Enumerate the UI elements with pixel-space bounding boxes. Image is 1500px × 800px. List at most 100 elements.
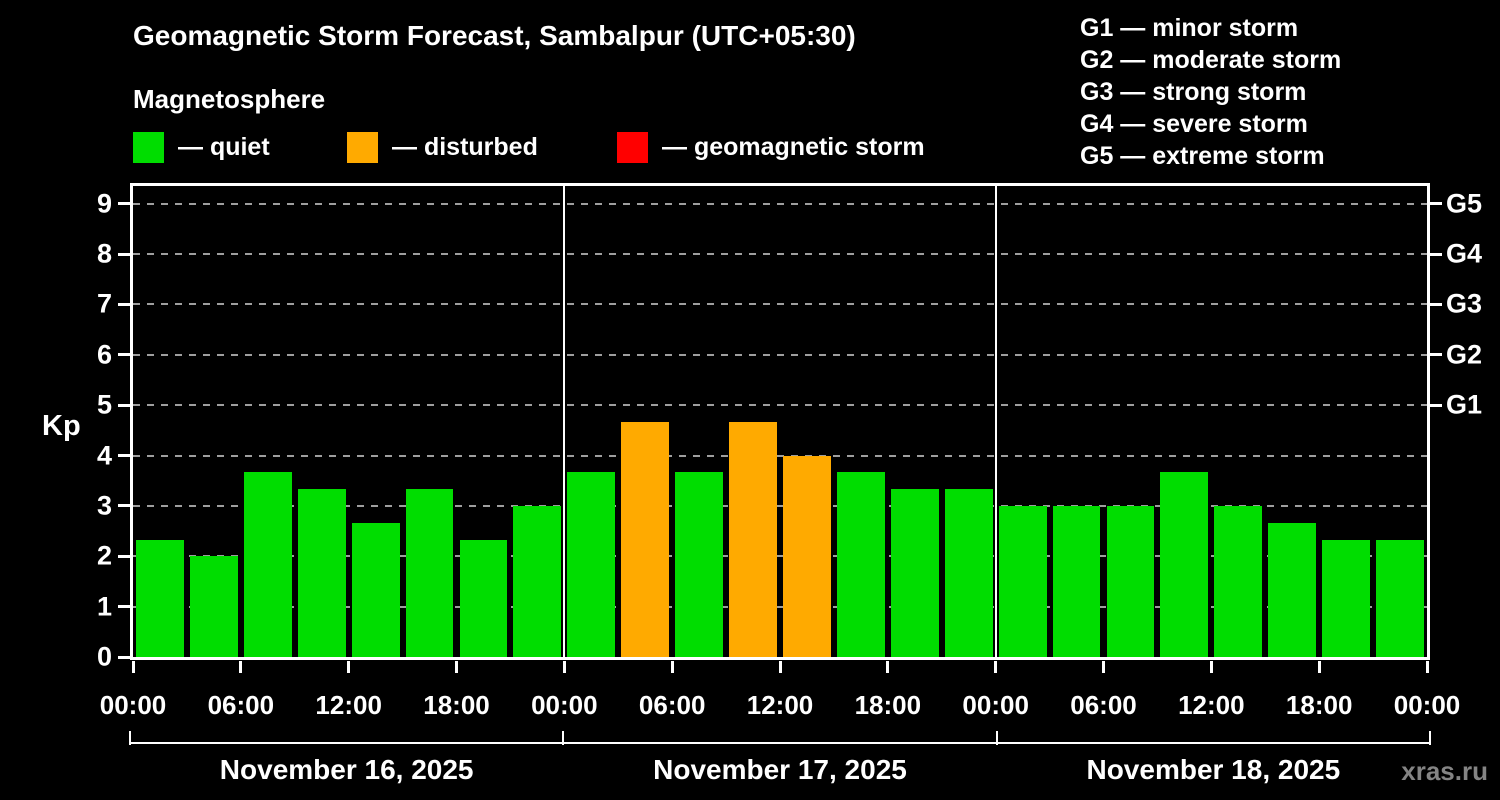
kp-gridline xyxy=(133,555,1427,558)
kp-bar xyxy=(783,455,831,657)
x-tick-label: 18:00 xyxy=(423,690,490,720)
magnetosphere-label: Magnetosphere xyxy=(133,84,326,114)
x-tick-label: 00:00 xyxy=(1393,690,1461,720)
x-axis-tick xyxy=(778,661,782,673)
right-axis-tick xyxy=(1430,302,1442,306)
kp-gridline xyxy=(133,303,1427,306)
g4-legend-line: G4 — severe storm xyxy=(1080,110,1308,138)
x-tick-label: 12:00 xyxy=(746,690,814,720)
date-axis: November 16, 2025 November 17, 2025 Novemb… xyxy=(129,731,1431,792)
legend-item-storm: — geomagnetic storm xyxy=(617,131,925,163)
quiet-color-swatch xyxy=(133,131,164,163)
g5-legend-line: G5 — extreme storm xyxy=(1080,142,1325,170)
page-title: Geomagnetic Storm Forecast, Sambalpur (U… xyxy=(133,20,856,51)
kp-bar xyxy=(1268,522,1317,657)
x-axis-tick xyxy=(1209,661,1213,673)
g-tick-label: G2 xyxy=(1446,339,1483,370)
kp-bar xyxy=(1322,539,1371,657)
kp-bar xyxy=(836,472,885,657)
y-tick-label: 6 xyxy=(96,339,112,370)
y-axis-tick xyxy=(118,353,130,357)
kp-bar xyxy=(1052,505,1101,657)
kp-bar xyxy=(1106,505,1155,657)
storm-color-swatch xyxy=(617,131,648,163)
g3-legend-line: G3 — strong storm xyxy=(1080,78,1307,106)
y-tick-label: 7 xyxy=(96,288,112,319)
x-axis-tick xyxy=(562,661,566,673)
plot-area xyxy=(118,183,1442,673)
kp-bar xyxy=(297,489,346,657)
y-axis-tick xyxy=(118,554,130,558)
y-axis-tick xyxy=(118,605,130,609)
x-tick-label: 06:00 xyxy=(207,690,275,720)
date-axis-tick xyxy=(995,731,998,745)
y-tick-label: 0 xyxy=(96,641,112,672)
disturbed-label: — disturbed xyxy=(392,132,538,161)
quiet-label: — quiet xyxy=(178,132,270,161)
y-tick-label: 3 xyxy=(96,490,112,521)
watermark: xras.ru xyxy=(1401,756,1488,786)
x-axis-labels: 00:00 06:00 12:00 18:00 00:00 06:00 12:00 18:00… xyxy=(100,690,1461,722)
date-label: November 18, 2025 xyxy=(1086,754,1341,785)
x-tick-label: 00:00 xyxy=(531,690,598,720)
x-tick-label: 18:00 xyxy=(854,690,922,720)
disturbed-color-swatch xyxy=(347,131,378,163)
y-tick-label: 8 xyxy=(96,238,112,269)
g-tick-label: G4 xyxy=(1446,238,1483,269)
y-axis-tick xyxy=(118,655,130,659)
legend-item-disturbed: — disturbed xyxy=(347,131,538,163)
x-tick-label: 12:00 xyxy=(1178,690,1245,720)
y-axis-title: Kp xyxy=(42,410,81,442)
y-tick-label: 5 xyxy=(96,389,112,420)
x-axis-tick xyxy=(1102,661,1105,673)
y-tick-label: 1 xyxy=(96,591,112,622)
x-axis-tick xyxy=(347,661,351,673)
kp-bar xyxy=(351,522,400,657)
g2-legend-line: G2 — moderate storm xyxy=(1080,46,1342,74)
kp-bar xyxy=(1160,472,1209,657)
kp-gridline xyxy=(133,353,1427,356)
date-axis-tick xyxy=(129,731,131,745)
kp-gridline xyxy=(133,404,1427,407)
kp-bar xyxy=(1214,505,1263,657)
g1-legend-line: G1 — minor storm xyxy=(1080,14,1299,42)
y-axis-tick xyxy=(118,252,130,256)
legend-item-quiet: — quiet xyxy=(133,131,270,163)
kp-bar xyxy=(998,505,1047,657)
date-axis-line xyxy=(130,742,1430,744)
kp-bar xyxy=(890,489,939,657)
right-axis-tick xyxy=(1430,202,1442,206)
kp-gridline xyxy=(133,605,1427,608)
right-axis-tick xyxy=(1430,403,1442,407)
x-axis-tick xyxy=(455,661,458,673)
right-axis-tick xyxy=(1430,252,1442,256)
g-tick-label: G3 xyxy=(1446,288,1483,319)
day-separator-line xyxy=(994,186,997,657)
kp-bar xyxy=(136,539,184,657)
date-label: November 17, 2025 xyxy=(653,754,907,785)
x-axis-tick xyxy=(670,661,674,673)
y-tick-label: 4 xyxy=(96,440,112,470)
x-axis-tick xyxy=(239,661,243,673)
storm-label: — geomagnetic storm xyxy=(662,132,925,161)
kp-bar xyxy=(513,505,562,657)
kp-bar xyxy=(243,472,292,657)
y-axis-tick xyxy=(118,454,130,458)
kp-gridline xyxy=(133,202,1427,205)
day-separator-line xyxy=(563,186,566,657)
kp-bar xyxy=(944,489,993,657)
kp-bar xyxy=(189,556,238,657)
kp-bar xyxy=(1376,539,1424,657)
x-axis-tick xyxy=(1425,661,1429,673)
x-tick-label: 00:00 xyxy=(962,690,1029,720)
right-axis-tick xyxy=(1430,353,1442,357)
y-axis-labels: 0 1 2 3 4 5 6 7 8 9 xyxy=(28,186,112,671)
x-tick-label: 00:00 xyxy=(99,690,167,720)
x-axis-tick xyxy=(1317,661,1321,673)
kp-bar xyxy=(729,421,777,657)
date-axis-tick xyxy=(562,731,565,745)
x-tick-label: 06:00 xyxy=(638,690,706,720)
x-tick-label: 18:00 xyxy=(1285,690,1353,720)
kp-bar xyxy=(405,489,454,657)
